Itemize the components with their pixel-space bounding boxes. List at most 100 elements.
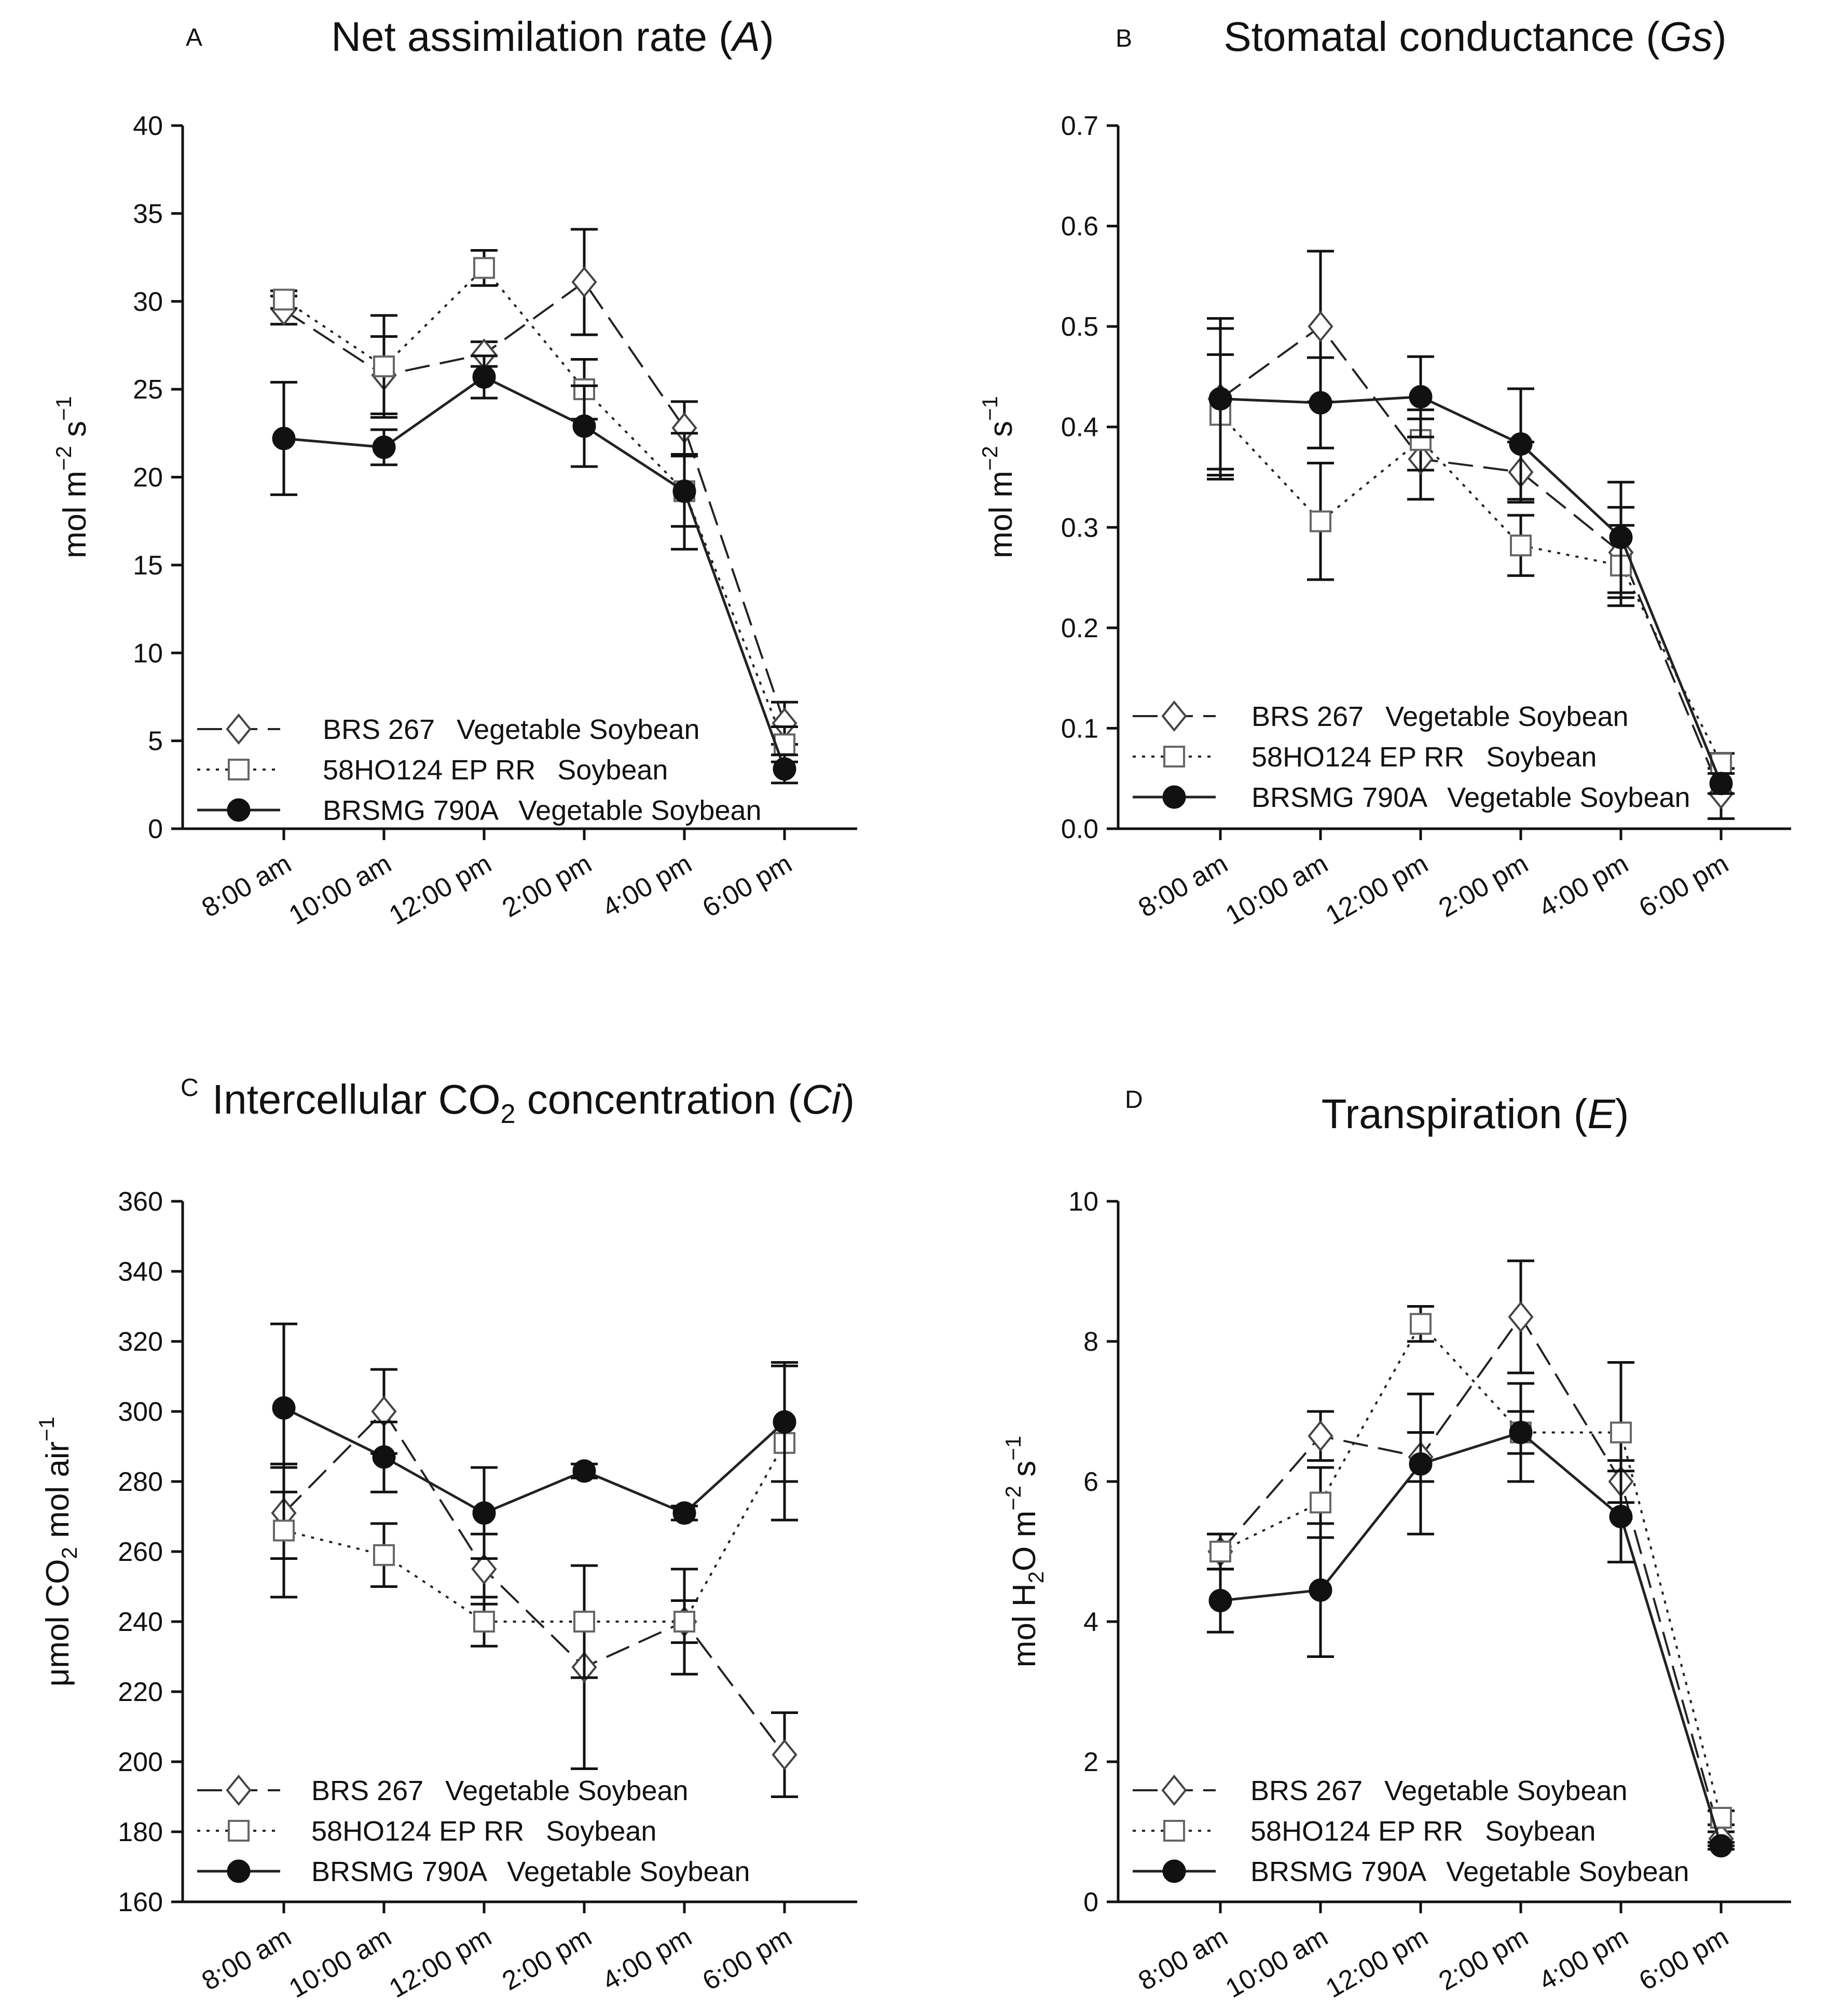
y-axis-label: μmol CO2 mol air−1: [34, 1417, 81, 1686]
data-point: [1609, 526, 1633, 550]
data-point: [1309, 391, 1332, 415]
y-tick-label: 35: [133, 199, 163, 229]
y-tick-label: 30: [133, 287, 163, 317]
data-point: [1609, 1505, 1633, 1528]
data-point: [1308, 1420, 1333, 1452]
y-axis-label: mol H2O m−2 s−1: [1001, 1436, 1048, 1667]
panel-letter: A: [186, 24, 202, 51]
chart-title: Transpiration (E): [1322, 1091, 1629, 1137]
data-point: [571, 266, 597, 298]
y-tick-label: 180: [118, 1817, 163, 1847]
legend-marker: [227, 1859, 251, 1883]
y-tick-label: 260: [118, 1537, 163, 1567]
panel-letter: B: [1116, 25, 1132, 52]
y-axis-label: mol m−2 s−1: [51, 396, 93, 558]
y-tick-label: 10: [133, 638, 163, 668]
data-point: [273, 289, 295, 311]
data-point: [1410, 1313, 1432, 1335]
legend: BRS 267 Vegetable Soybean 58HO124 EP RR Soy…: [197, 713, 762, 826]
panel-letter: C: [181, 1074, 199, 1102]
legend-label: BRSMG 790A Vegetable Soybean: [1250, 1856, 1689, 1887]
series-3: [1207, 1382, 1735, 1858]
data-point: [1310, 510, 1331, 532]
legend-label: BRSMG 790A Vegetable Soybean: [1251, 782, 1690, 813]
y-tick-label: 10: [1068, 1187, 1098, 1217]
y-tick-label: 6: [1083, 1467, 1098, 1497]
series-line: [1219, 325, 1722, 794]
data-point: [1510, 534, 1532, 557]
data-point: [1310, 1491, 1331, 1514]
data-point: [1308, 310, 1333, 342]
legend-marker: [1161, 1774, 1187, 1806]
y-tick-label: 0.3: [1061, 513, 1098, 543]
chart-title: Intercellular CO2 concentration (Ci): [212, 1076, 855, 1129]
y-tick-label: 2: [1083, 1747, 1098, 1777]
y-tick-label: 0.1: [1061, 714, 1098, 744]
data-point: [272, 1396, 296, 1420]
y-tick-label: 0: [1083, 1887, 1098, 1917]
data-point: [1409, 1452, 1433, 1476]
legend-label: BRSMG 790A Vegetable Soybean: [323, 795, 762, 826]
data-point: [473, 257, 495, 279]
data-point: [572, 1459, 596, 1483]
chart-title: Net assimilation rate (A): [331, 13, 774, 60]
data-point: [573, 1611, 595, 1633]
y-tick-label: 280: [118, 1467, 163, 1497]
y-tick-label: 320: [118, 1327, 163, 1357]
y-tick-label: 0.6: [1061, 212, 1098, 242]
y-tick-label: 300: [118, 1397, 163, 1427]
series-line: [283, 1409, 786, 1756]
y-tick-label: 25: [133, 375, 163, 405]
y-tick-label: 0.4: [1061, 413, 1098, 443]
data-point: [273, 1519, 295, 1542]
data-point: [472, 365, 496, 389]
legend-marker: [1161, 700, 1187, 732]
data-point: [471, 1553, 497, 1585]
series-line: [1220, 1431, 1723, 1846]
series-line: [1220, 395, 1723, 784]
legend-label: 58HO124 EP RR Soybean: [1251, 742, 1597, 773]
legend-label: BRS 267 Vegetable Soybean: [1250, 1775, 1628, 1806]
legend: BRS 267 Vegetable Soybean 58HO124 EP RR Soy…: [1133, 1774, 1689, 1887]
series-3: [1207, 327, 1735, 796]
data-point: [372, 435, 396, 459]
y-axis-label: mol m−2 s−1: [978, 396, 1019, 558]
data-point: [1409, 385, 1433, 409]
y-tick-label: 20: [133, 463, 163, 493]
y-tick-label: 0: [148, 814, 163, 844]
y-tick-label: 0.5: [1061, 312, 1098, 342]
data-point: [672, 1501, 696, 1525]
series-line: [283, 1442, 786, 1623]
data-point: [1208, 387, 1232, 411]
y-tick-label: 40: [133, 111, 163, 141]
y-tick-label: 4: [1083, 1607, 1098, 1637]
data-point: [372, 1445, 396, 1469]
legend-label: BRS 267 Vegetable Soybean: [1251, 701, 1629, 732]
legend-marker: [1162, 1859, 1186, 1883]
legend-marker: [226, 1774, 252, 1806]
chart-title: Stomatal conductance (Gs): [1223, 13, 1726, 60]
legend-label: 58HO124 EP RR Soybean: [1250, 1816, 1596, 1847]
data-point: [1709, 772, 1733, 796]
y-tick-label: 340: [118, 1257, 163, 1287]
data-point: [773, 1410, 796, 1434]
series-line: [283, 280, 786, 724]
legend: BRS 267 Vegetable Soybean 58HO124 EP RR Soy…: [197, 1774, 750, 1887]
data-point: [1509, 1421, 1533, 1444]
data-point: [1709, 1834, 1733, 1858]
legend-marker: [1163, 1820, 1185, 1842]
y-tick-label: 0.2: [1061, 613, 1098, 643]
y-tick-label: 360: [118, 1187, 163, 1217]
data-point: [373, 355, 395, 378]
legend-marker: [228, 1820, 250, 1842]
legend-label: 58HO124 EP RR Soybean: [311, 1816, 656, 1847]
data-point: [673, 1611, 695, 1633]
data-point: [373, 1544, 395, 1566]
legend-marker: [228, 759, 250, 780]
data-point: [772, 1739, 797, 1771]
data-point: [1509, 432, 1533, 456]
data-point: [473, 1611, 495, 1633]
series-3: [270, 1322, 798, 1560]
data-point: [572, 414, 596, 438]
